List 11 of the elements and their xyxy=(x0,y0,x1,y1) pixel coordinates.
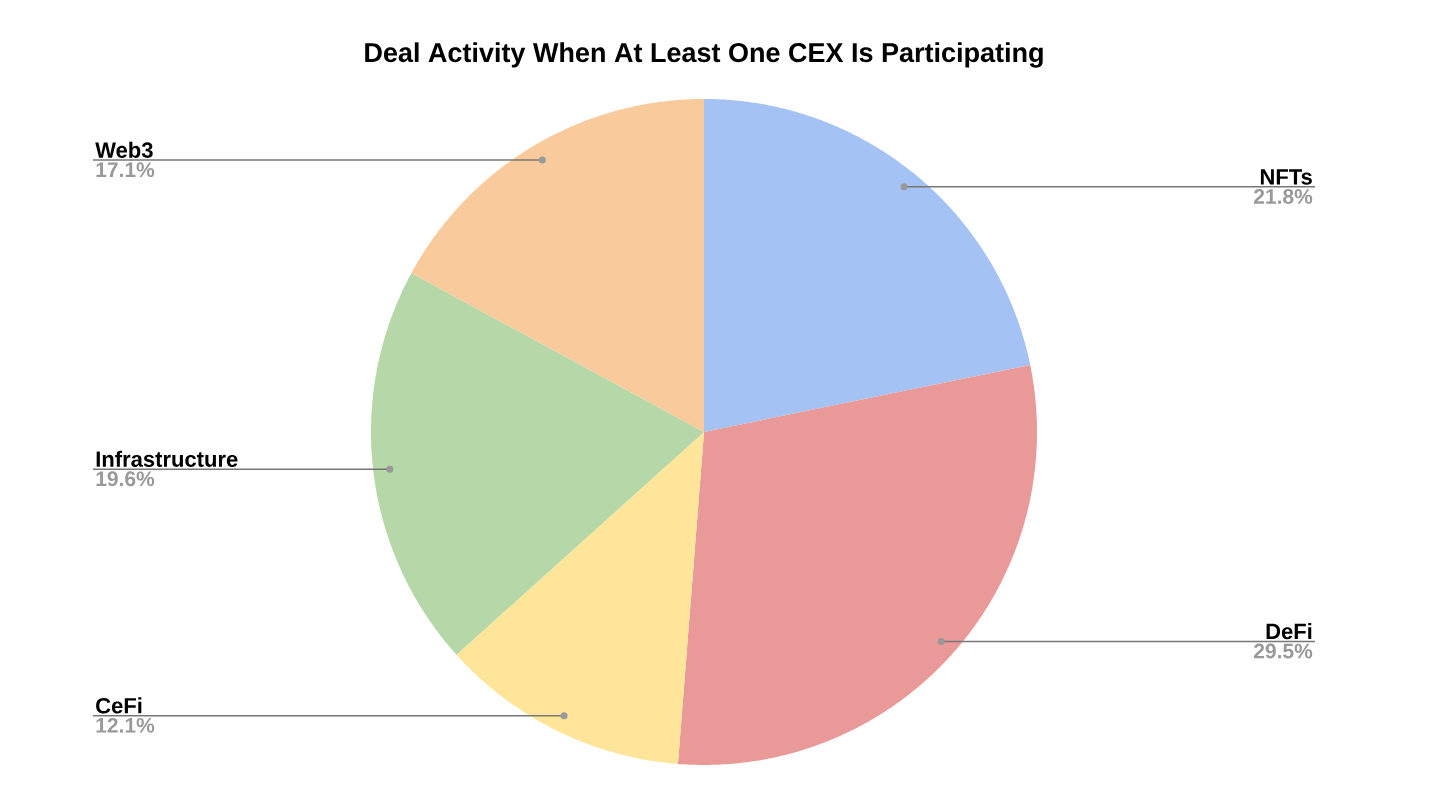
slice-label: CeFi xyxy=(96,697,142,714)
data-label: 21.8% xyxy=(1253,189,1313,204)
slice-label: Infrastructure xyxy=(96,450,238,467)
slice-label: NFTs xyxy=(1260,169,1312,185)
slice-label: DeFi xyxy=(1266,623,1312,640)
data-label: 29.5% xyxy=(1253,643,1313,659)
chart-title: Deal Activity When At Least One CEX Is Participating xyxy=(365,42,1043,68)
data-label: 17.1% xyxy=(96,162,155,178)
data-label: 19.6% xyxy=(96,471,155,487)
slice-label: Web3 xyxy=(95,141,153,158)
data-label: 12.1% xyxy=(96,717,155,733)
